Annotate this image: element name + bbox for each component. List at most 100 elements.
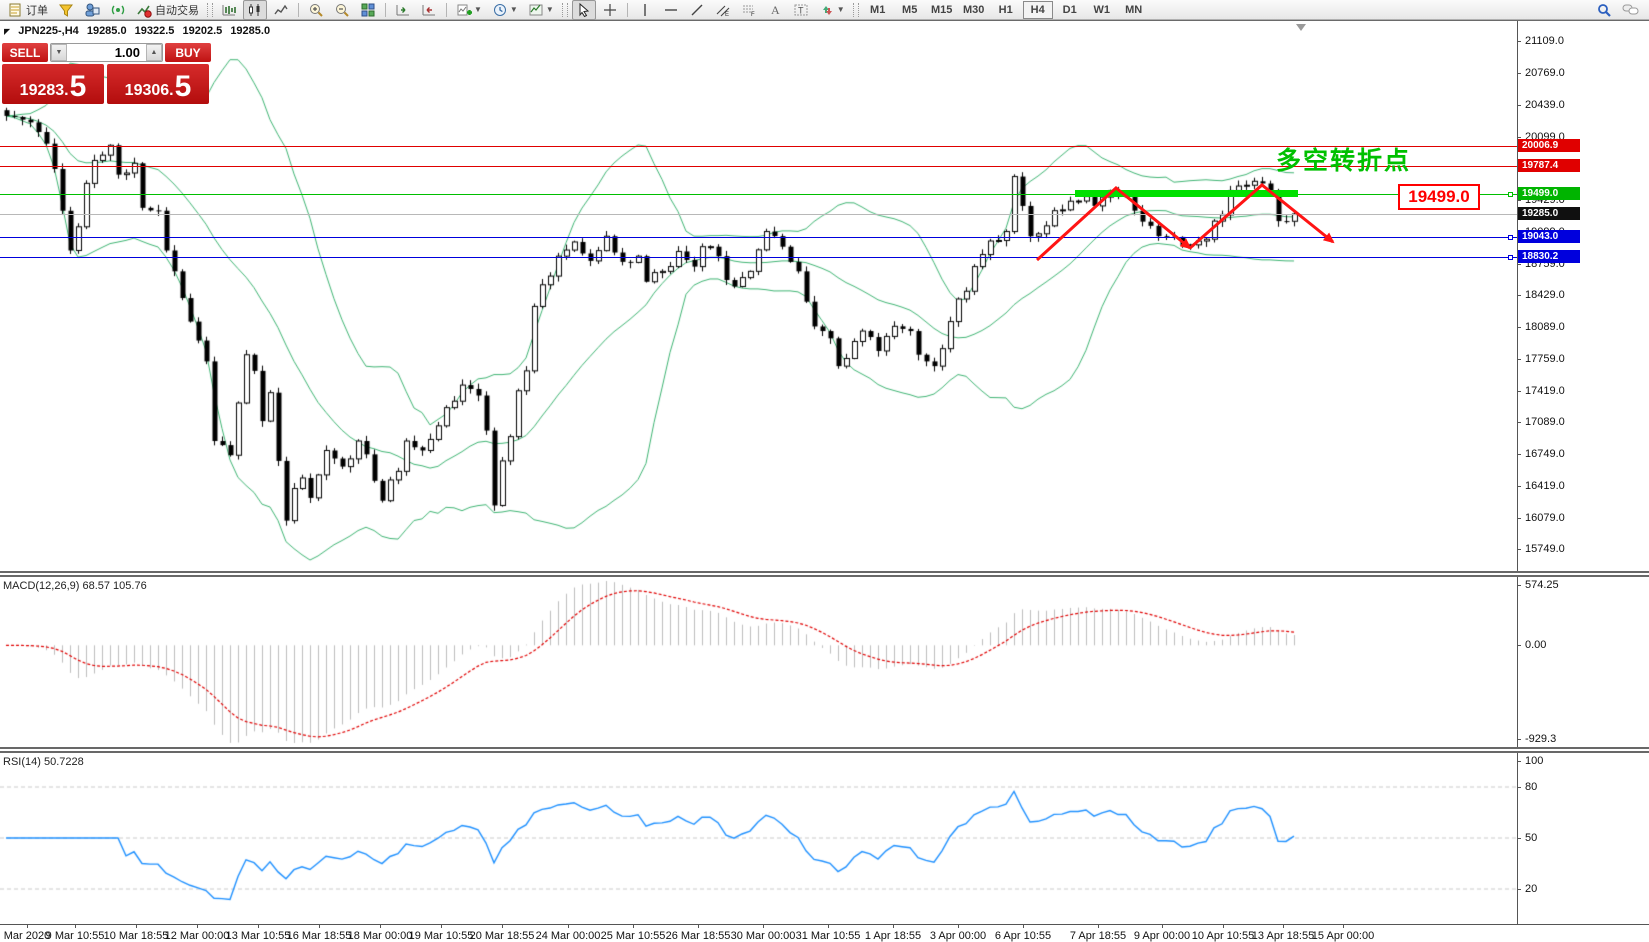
chart-annotation-text[interactable]: 多空转折点 (1276, 147, 1412, 175)
indicator-axis-tick (1517, 889, 1521, 890)
zoom-out-icon (334, 2, 350, 18)
autotrade-icon (136, 2, 152, 18)
timeframe-button-d1[interactable]: D1 (1062, 3, 1077, 16)
price-axis-label: 16419.0 (1525, 480, 1565, 492)
chat-button[interactable] (1618, 0, 1642, 20)
timeframe-button-m30[interactable]: M30 (962, 3, 985, 16)
chart-shift-icon (421, 2, 437, 18)
market-watch-button[interactable] (54, 0, 78, 20)
auto-scroll-button[interactable] (391, 0, 415, 20)
ohlc-low: 19202.5 (182, 25, 223, 37)
trend-arrow[interactable] (1035, 186, 1192, 262)
tile-windows-button[interactable] (356, 0, 380, 20)
horizontal-level-line[interactable] (0, 166, 1517, 167)
price-axis-tick (1517, 486, 1521, 487)
time-axis-label: 9 Mar 10:55 (45, 930, 105, 942)
indicator-axis-tick (1517, 761, 1521, 762)
price-axis-tick (1517, 41, 1521, 42)
horizontal-level-line[interactable] (0, 194, 1517, 195)
time-axis-label: 19 Mar 10:55 (408, 930, 474, 942)
horizontal-level-line[interactable] (0, 146, 1517, 147)
buy-button[interactable]: BUY (165, 43, 211, 62)
text-tool-button[interactable]: A (763, 0, 787, 20)
sell-price-button[interactable]: 19283. 5 (2, 64, 104, 104)
crosshair-tool-button[interactable] (598, 0, 622, 20)
terminal-button[interactable] (80, 0, 104, 20)
new-order-button[interactable]: 订单 (3, 0, 52, 20)
timeframe-button-m15[interactable]: M15 (930, 3, 953, 16)
volume-increase-button[interactable]: ▲ (146, 44, 162, 61)
level-end-marker (1508, 192, 1513, 197)
horizontal-level-line[interactable] (0, 237, 1517, 238)
horizontal-level-line[interactable] (0, 214, 1517, 215)
price-tag-label[interactable]: 19499.0 (1398, 184, 1480, 210)
hline-tool-button[interactable] (659, 0, 683, 20)
rsi-indicator-pane[interactable] (0, 753, 1517, 924)
price-axis-tick (1517, 264, 1521, 265)
vline-tool-button[interactable] (633, 0, 657, 20)
trend-arrow[interactable] (1189, 183, 1335, 250)
symbol-info-bar: ◤ JPN225-,H4 19285.0 19322.5 19202.5 192… (4, 25, 275, 37)
volume-value[interactable]: 1.00 (114, 45, 140, 60)
window-marker-icon: ◤ (4, 27, 11, 36)
time-axis-tick (1023, 924, 1024, 928)
bar-chart-type-button[interactable] (217, 0, 241, 20)
timeframe-button-w1[interactable]: W1 (1093, 3, 1110, 16)
indicator-axis-tick (1517, 739, 1521, 740)
sell-button[interactable]: SELL (2, 43, 48, 62)
timeframe-button-m1[interactable]: M1 (870, 3, 886, 16)
price-level-chip: 18830.2 (1518, 250, 1580, 263)
zoom-out-button[interactable] (330, 0, 354, 20)
time-axis-label: 26 Mar 18:55 (665, 930, 731, 942)
signal-button[interactable] (106, 0, 130, 20)
candlestick-icon (247, 2, 263, 18)
price-level-chip: 20006.9 (1518, 139, 1580, 152)
search-button[interactable] (1592, 0, 1616, 20)
cursor-tool-button[interactable] (571, 0, 596, 20)
periods-button[interactable]: ▼ (488, 0, 522, 20)
pane-splitter[interactable] (0, 747, 1649, 753)
ohlc-close: 19285.0 (230, 25, 271, 37)
buy-price-button[interactable]: 19306. 5 (107, 64, 209, 104)
timeframe-button-mn[interactable]: MN (1125, 3, 1143, 16)
channel-tool-button[interactable]: E (711, 0, 735, 20)
timeframe-button-m5[interactable]: M5 (902, 3, 918, 16)
autotrade-button[interactable]: 自动交易 (132, 0, 203, 20)
fibonacci-tool-button[interactable]: F (737, 0, 761, 20)
trend-arrows[interactable] (0, 21, 1517, 571)
price-axis-label: 20769.0 (1525, 67, 1565, 79)
macd-indicator-pane[interactable] (0, 577, 1517, 747)
chart-shift-button[interactable] (417, 0, 441, 20)
candlestick-chart-type-button[interactable] (243, 0, 267, 20)
zoom-in-button[interactable] (304, 0, 328, 20)
trendline-tool-button[interactable] (685, 0, 709, 20)
buy-price-frac: 5 (174, 70, 192, 103)
timeframe-button-h4[interactable]: H4 (1022, 0, 1053, 19)
pane-splitter[interactable] (0, 571, 1649, 577)
templates-button[interactable]: ▼ (524, 0, 558, 20)
indicator-axis-tick (1517, 787, 1521, 788)
chart-shift-marker[interactable] (1296, 24, 1306, 31)
label-tool-button[interactable]: T (789, 0, 813, 20)
signal-broadcast-icon (110, 2, 126, 18)
price-axis-label: 21109.0 (1525, 35, 1564, 47)
svg-text:E: E (725, 12, 729, 18)
time-axis-label: 20 Mar 18:55 (469, 930, 535, 942)
resistance-band[interactable] (1075, 190, 1298, 197)
equidistant-channel-icon: E (715, 2, 731, 18)
volume-decrease-button[interactable]: ▼ (51, 44, 67, 61)
volume-input[interactable]: ▼ 1.00 ▲ (50, 43, 163, 62)
time-axis-tick (763, 924, 764, 928)
horizontal-level-line[interactable] (0, 257, 1517, 258)
price-axis-tick (1517, 422, 1521, 423)
timeframe-button-h1[interactable]: H1 (998, 3, 1013, 16)
new-order-icon (7, 2, 23, 18)
main-price-chart[interactable] (0, 21, 1517, 571)
arrows-tool-button[interactable]: ▼ (815, 0, 849, 20)
indicator-axis-tick (1517, 645, 1521, 646)
indicators-button[interactable]: ▼ (452, 0, 486, 20)
price-axis-tick (1517, 200, 1521, 201)
line-chart-type-button[interactable] (269, 0, 293, 20)
time-axis-label: 18 Mar 00:00 (347, 930, 413, 942)
